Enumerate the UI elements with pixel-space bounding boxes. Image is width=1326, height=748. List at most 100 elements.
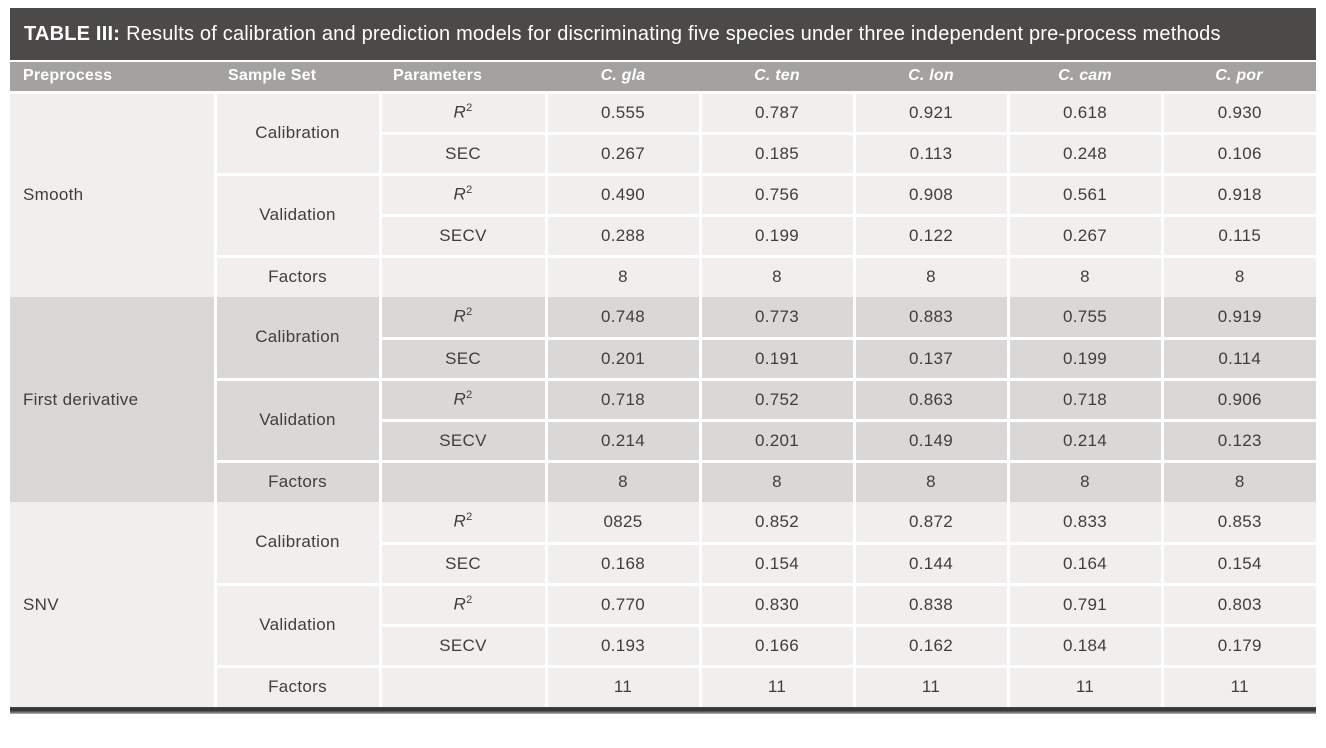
value-cell: 0.248 [1006,133,1162,176]
value-cell: 0.199 [1006,338,1162,381]
value-cell: 0.166 [698,625,854,668]
value-cell: 0.154 [1160,543,1316,586]
parameter-cell: SECV [378,420,546,463]
value-cell: 8 [1006,461,1162,502]
sample-set-cell: Validation [213,584,380,668]
sample-set-cell: Validation [213,379,380,463]
col-header-c-lon: C. lon [854,62,1008,94]
value-cell: 8 [1160,256,1316,297]
value-cell: 0.201 [698,420,854,463]
r-symbol: R [453,389,467,409]
table-row: Factors 11 11 11 11 11 [10,666,1316,707]
value-cell: 0.773 [698,297,854,340]
empty-parameter-cell [378,666,546,707]
value-cell: 8 [1160,461,1316,502]
value-cell: 11 [544,666,700,707]
value-cell: 0.872 [852,502,1008,545]
table-row: First derivative Calibration R2 0.748 0.773 0… [10,297,1316,502]
preprocess-cell: Smooth [10,92,215,297]
r-exponent: 2 [466,511,473,524]
value-cell: 0.852 [698,502,854,545]
table-row: SEC 0.201 0.191 0.137 0.199 0.114 [10,338,1316,381]
value-cell: 0.718 [1006,379,1162,422]
r-exponent: 2 [466,184,473,197]
sample-set-cell: Calibration [213,92,380,176]
value-cell: 0.115 [1160,215,1316,258]
value-cell: 0825 [544,502,700,545]
value-cell: 0.555 [544,92,700,135]
table-row: SNV Calibration R 2 0825 0.852 0.872 0.833 0.853 [10,502,1316,707]
col-header-c-ten: C. ten [700,62,854,94]
value-cell: 0.906 [1160,379,1316,422]
value-cell: 0.149 [852,420,1008,463]
value-cell: 8 [852,256,1008,297]
table-row: Smooth Calibration R2 0.555 0.787 0.921 0.618 0… [10,92,1316,297]
value-cell: 0.201 [544,338,700,381]
value-cell: 8 [852,461,1008,502]
value-cell: 0.137 [852,338,1008,381]
value-cell: 0.718 [544,379,700,422]
value-cell: 11 [852,666,1008,707]
value-cell: 0.154 [698,543,854,586]
sample-set-cell: Calibration [213,502,380,586]
parameter-cell: SECV [378,625,546,668]
table-row: SECV 0.214 0.201 0.149 0.214 0.123 [10,420,1316,463]
sample-set-cell: Calibration [213,297,380,381]
sample-set-cell: Factors [213,461,380,502]
table-row: SEC 0.168 0.154 0.144 0.164 0.154 [10,543,1316,586]
sample-set-cell: Factors [213,666,380,707]
value-cell: 0.113 [852,133,1008,176]
value-cell: 0.833 [1006,502,1162,545]
value-cell: 0.919 [1160,297,1316,340]
value-cell: 0.883 [852,297,1008,340]
value-cell: 8 [698,461,854,502]
table-bottom-rule [10,707,1316,714]
value-cell: 0.267 [1006,215,1162,258]
value-cell: 0.787 [698,92,854,135]
value-cell: 11 [1160,666,1316,707]
col-header-c-gla: C. gla [546,62,700,94]
r-symbol: R [453,594,467,614]
value-cell: 0.114 [1160,338,1316,381]
col-header-parameters: Parameters [380,62,546,94]
value-cell: 0.179 [1160,625,1316,668]
r-squared-label: R2 [378,297,546,340]
preprocess-cell: SNV [10,502,215,707]
r-squared-label: R2 [378,92,546,135]
table-row: Factors 8 8 8 8 8 [10,256,1316,297]
header-row: Preprocess Sample Set Parameters C. gla C. t… [10,62,1316,94]
value-cell: 0.853 [1160,502,1316,545]
r-exponent: 2 [466,306,473,319]
col-header-c-por: C. por [1162,62,1316,94]
value-cell: 0.214 [1006,420,1162,463]
value-cell: 0.755 [1006,297,1162,340]
value-cell: 0.561 [1006,174,1162,217]
value-cell: 8 [544,256,700,297]
value-cell: 0.168 [544,543,700,586]
value-cell: 0.164 [1006,543,1162,586]
parameter-cell: SEC [378,133,546,176]
parameter-cell: SEC [378,543,546,586]
r-squared-label: R2 [378,174,546,217]
value-cell: 0.930 [1160,92,1316,135]
value-cell: 0.185 [698,133,854,176]
r-exponent: 2 [466,102,473,115]
value-cell: 0.267 [544,133,700,176]
value-cell: 8 [544,461,700,502]
col-header-c-cam: C. cam [1008,62,1162,94]
sample-set-cell: Validation [213,174,380,258]
table-body: Smooth Calibration R2 0.555 0.787 0.921 0.618 0… [10,92,1316,707]
col-header-preprocess: Preprocess [10,62,215,94]
r-symbol: R [453,184,467,204]
value-cell: 0.770 [544,584,700,627]
value-cell: 0.921 [852,92,1008,135]
empty-parameter-cell [378,256,546,297]
table-row: Validation R2 0.718 0.752 0.863 0.718 0.906 [10,379,1316,463]
table-row: Factors 8 8 8 8 8 [10,461,1316,502]
value-cell: 0.752 [698,379,854,422]
table-header: Preprocess Sample Set Parameters C. gla C. t… [10,62,1316,94]
value-cell: 11 [1006,666,1162,707]
value-cell: 0.199 [698,215,854,258]
parameter-cell: SECV [378,215,546,258]
